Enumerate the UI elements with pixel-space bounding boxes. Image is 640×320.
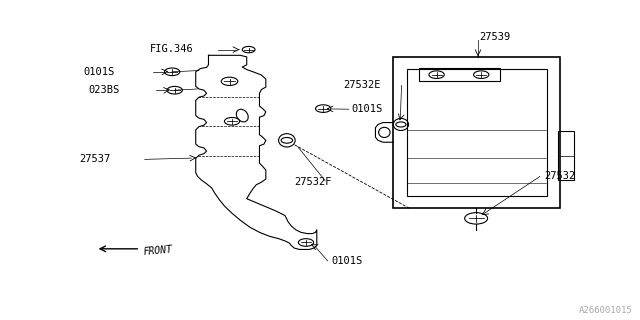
Text: 0101S: 0101S	[352, 104, 383, 114]
Text: 27532E: 27532E	[343, 79, 381, 90]
Text: FRONT: FRONT	[143, 244, 173, 257]
Bar	[557, 131, 574, 180]
Text: 27537: 27537	[80, 154, 111, 164]
Text: 0101S: 0101S	[84, 67, 115, 77]
Text: 27539: 27539	[479, 32, 511, 42]
Text: 27532F: 27532F	[294, 177, 332, 187]
Text: 27532: 27532	[544, 172, 575, 181]
Text: FIG.346: FIG.346	[150, 44, 194, 54]
Text: 0101S: 0101S	[332, 256, 363, 266]
Bar	[407, 69, 547, 196]
Bar	[394, 57, 560, 208]
Text: A266001015: A266001015	[579, 307, 632, 316]
Text: 023BS: 023BS	[88, 85, 119, 95]
Bar	[419, 68, 500, 81]
